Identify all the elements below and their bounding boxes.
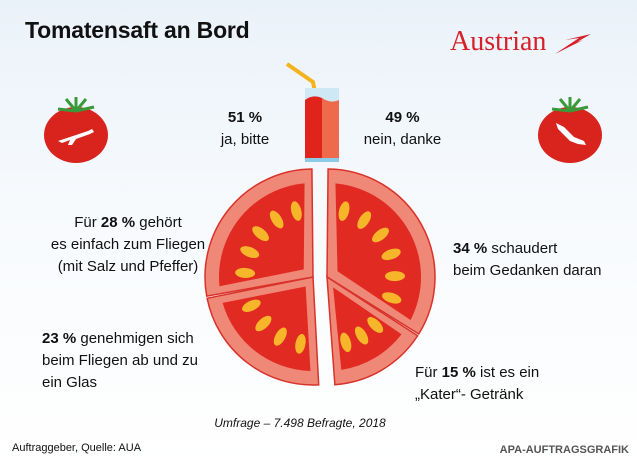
seed — [381, 248, 401, 261]
seed — [367, 317, 384, 333]
seed — [295, 333, 306, 354]
yes-percent: 51 % — [227, 109, 263, 126]
seed — [235, 267, 256, 278]
poll-yes: 51 % ja, bitte — [200, 107, 290, 151]
pie-slice-28 — [204, 168, 314, 298]
seed — [357, 211, 372, 229]
seed — [382, 292, 402, 304]
page-title: Tomatensaft an Bord — [25, 17, 250, 43]
credit: APA-AUFTRAGSGRAFIK — [499, 444, 629, 456]
label-28: Für 28 % gehört es einfach zum Fliegen (m… — [50, 214, 206, 275]
juice-no-fill — [322, 98, 339, 158]
seed — [255, 315, 272, 332]
logo-text: Austrian — [450, 26, 547, 57]
tomato-pie-chart — [204, 168, 436, 386]
juice-yes-fill — [305, 96, 322, 158]
pie-slice-15 — [326, 275, 419, 386]
seed — [240, 246, 260, 258]
label-15: Für 15 % ist es ein „Kater“- Getränk — [415, 364, 540, 403]
poll-no: 49 % nein, danke — [355, 107, 450, 151]
austrian-logo: Austrian — [450, 26, 593, 58]
seed — [269, 210, 284, 229]
logo-arrow-icon — [555, 33, 592, 54]
label-34: 34 % schaudert beim Gedanken daran — [453, 240, 602, 279]
seed — [338, 201, 350, 221]
pie-slice-23 — [206, 276, 320, 386]
seed — [340, 332, 352, 353]
seed — [384, 271, 405, 282]
pie-slice-34 — [326, 168, 436, 335]
no-percent: 49 % — [385, 109, 420, 126]
survey-note: Umfrage – 7.498 Befragte, 2018 — [214, 416, 386, 430]
label-23: 23 % genehmigen sich beim Fliegen ab und… — [42, 330, 198, 391]
no-label: nein, danke — [363, 131, 442, 148]
seed — [242, 299, 261, 312]
seed — [354, 326, 369, 345]
seed — [252, 226, 269, 242]
slice-flesh — [335, 183, 421, 321]
tomato-takeoff-icon — [44, 97, 108, 163]
yes-label: ja, bitte — [220, 131, 270, 148]
source-note: Auftraggeber, Quelle: AUA — [12, 442, 142, 454]
seed — [290, 201, 302, 221]
seed — [372, 227, 389, 243]
juice-glass-icon — [285, 62, 339, 162]
tomato-landing-icon — [538, 97, 602, 163]
seed — [273, 327, 287, 346]
